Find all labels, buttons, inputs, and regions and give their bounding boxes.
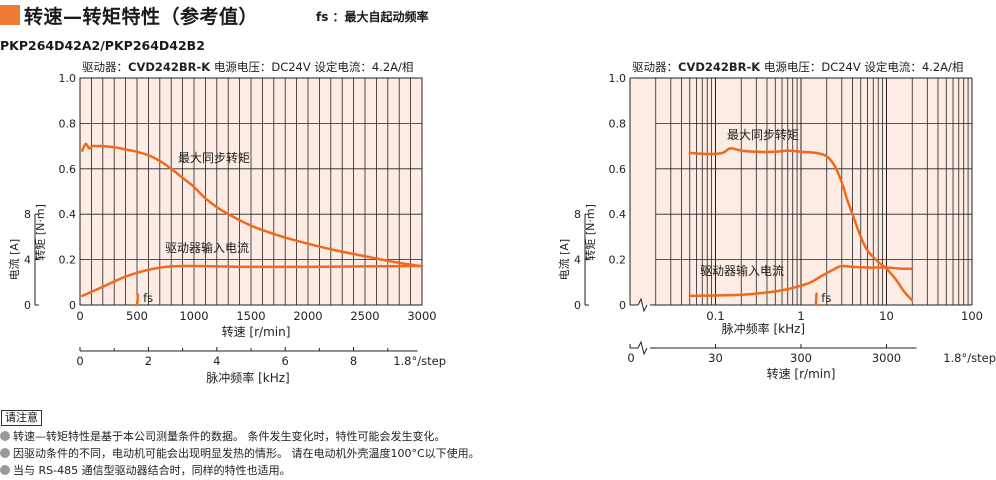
current-curve-label: 驱动器输入电流 [700, 263, 784, 278]
x-axis-label: 脉冲频率 [kHz] [722, 321, 805, 336]
x-tick-label: 2000 [293, 309, 322, 323]
fs-label: fs [143, 291, 153, 305]
secondary-unit-note: 1.8°/step [393, 354, 446, 368]
bullet-icon [0, 448, 10, 458]
chart-header: 驱动器：CVD242BR-K 电源电压：DC24V 设定电流：4.2A/相 [82, 60, 413, 74]
secondary-tick-label: 6 [282, 354, 289, 368]
x-tick-label: 0.1 [706, 309, 724, 323]
current-curve-label: 驱动器输入电流 [165, 240, 249, 255]
torque-curve-label: 最大同步转矩 [178, 150, 250, 165]
x-tick-label: 3000 [407, 309, 436, 323]
axis-break-icon [637, 297, 648, 313]
y-tick-label: 0.2 [59, 254, 77, 267]
x-tick-label: 1000 [179, 309, 208, 323]
y-axis-label: 转矩 [N·m] [33, 204, 47, 261]
x-tick-label: 1 [797, 309, 804, 323]
y2-tick-label: 0 [574, 299, 581, 312]
axis-break-icon [637, 340, 648, 356]
notes-section: 请注意 转速—转矩特性是基于本公司测量条件的数据。 条件发生变化时，特性可能会发… [0, 410, 996, 480]
current-curve [688, 264, 914, 298]
note-item: 当与 RS-485 通信型驱动器结合时，同样的特性也适用。 [0, 464, 291, 478]
y-tick-label: 0.4 [59, 208, 77, 221]
note-text: 当与 RS-485 通信型驱动器结合时，同样的特性也适用。 [13, 464, 291, 477]
y2-axis-label: 电流 [A] [7, 239, 21, 281]
x-tick-label: 10 [879, 309, 894, 323]
secondary-tick-label: 0 [627, 351, 634, 365]
y-tick-label: 0.2 [609, 254, 627, 267]
y-axis-label: 转矩 [N·m] [583, 204, 597, 261]
y2-axis-label: 电流 [A] [557, 239, 571, 281]
note-item: 因驱动条件的不同，电动机可能会出现明显发热的情形。 请在电动机外壳温度100°C… [0, 447, 480, 461]
y-tick-label: 1.0 [609, 72, 627, 85]
y2-tick-label: 0 [24, 299, 31, 312]
title-marker [0, 5, 20, 25]
fs-marker-line [135, 293, 140, 307]
y-tick-label: 0.6 [609, 163, 627, 176]
bullet-icon [0, 465, 10, 475]
secondary-unit-note: 1.8°/step [943, 351, 996, 365]
secondary-tick-label: 300 [790, 351, 812, 365]
torque-curve [688, 147, 914, 302]
y2-tick-label: 4 [574, 254, 581, 267]
fs-legend-note: fs ：最大自起动频率 [316, 10, 429, 24]
fs-marker-line [814, 292, 818, 307]
fs-label: fs [821, 291, 831, 305]
y-tick-label: 0.8 [609, 117, 627, 130]
y-tick-label: 0.8 [59, 117, 77, 130]
y2-tick-label: 8 [24, 208, 31, 221]
model-name: PKP264D42A2/PKP264D42B2 [0, 38, 205, 53]
y-tick-label: 0 [619, 299, 626, 312]
note-text: 转速—转矩特性是基于本公司测量条件的数据。 条件发生变化时，特性可能会发生变化。 [13, 430, 446, 443]
secondary-axis-label: 转速 [r/min] [767, 366, 836, 381]
x-tick-label: 100 [961, 309, 983, 323]
y2-tick-label: 4 [24, 254, 31, 267]
x-tick-label: 2500 [350, 309, 379, 323]
secondary-axis-label: 脉冲频率 [kHz] [206, 370, 289, 385]
x-tick-label: 0 [76, 309, 83, 323]
y-tick-label: 0.6 [59, 163, 77, 176]
secondary-tick-label: 4 [213, 354, 220, 368]
secondary-tick-label: 3000 [872, 351, 901, 365]
y-tick-label: 0 [69, 299, 76, 312]
note-text: 因驱动条件的不同，电动机可能会出现明显发热的情形。 请在电动机外壳温度100°C… [13, 447, 480, 460]
secondary-tick-label: 30 [708, 351, 723, 365]
y-tick-label: 1.0 [59, 72, 77, 85]
x-tick-label: 500 [126, 309, 148, 323]
current-curve [81, 264, 424, 298]
page-title: 转速—转矩特性（参考值） [24, 6, 259, 28]
secondary-tick-label: 8 [350, 354, 357, 368]
bullet-icon [0, 431, 10, 441]
chart-header: 驱动器：CVD242BR-K 电源电压：DC24V 设定电流：4.2A/相 [632, 60, 963, 74]
torque-curve [81, 142, 424, 268]
plot-frame [79, 77, 423, 306]
x-axis-label: 转速 [r/min] [222, 324, 291, 339]
secondary-tick-label: 0 [76, 354, 83, 368]
y-tick-label: 0.4 [609, 208, 627, 221]
torque-curve-label: 最大同步转矩 [727, 127, 799, 142]
secondary-tick-label: 2 [145, 354, 152, 368]
x-tick-label: 1500 [236, 309, 265, 323]
notes-tag: 请注意 [1, 410, 42, 426]
note-item: 转速—转矩特性是基于本公司测量条件的数据。 条件发生变化时，特性可能会发生变化。 [0, 430, 446, 444]
charts-canvas: 驱动器：CVD242BR-K 电源电压：DC24V 设定电流：4.2A/相 0 0.… [7, 60, 996, 385]
y2-tick-label: 8 [574, 208, 581, 221]
